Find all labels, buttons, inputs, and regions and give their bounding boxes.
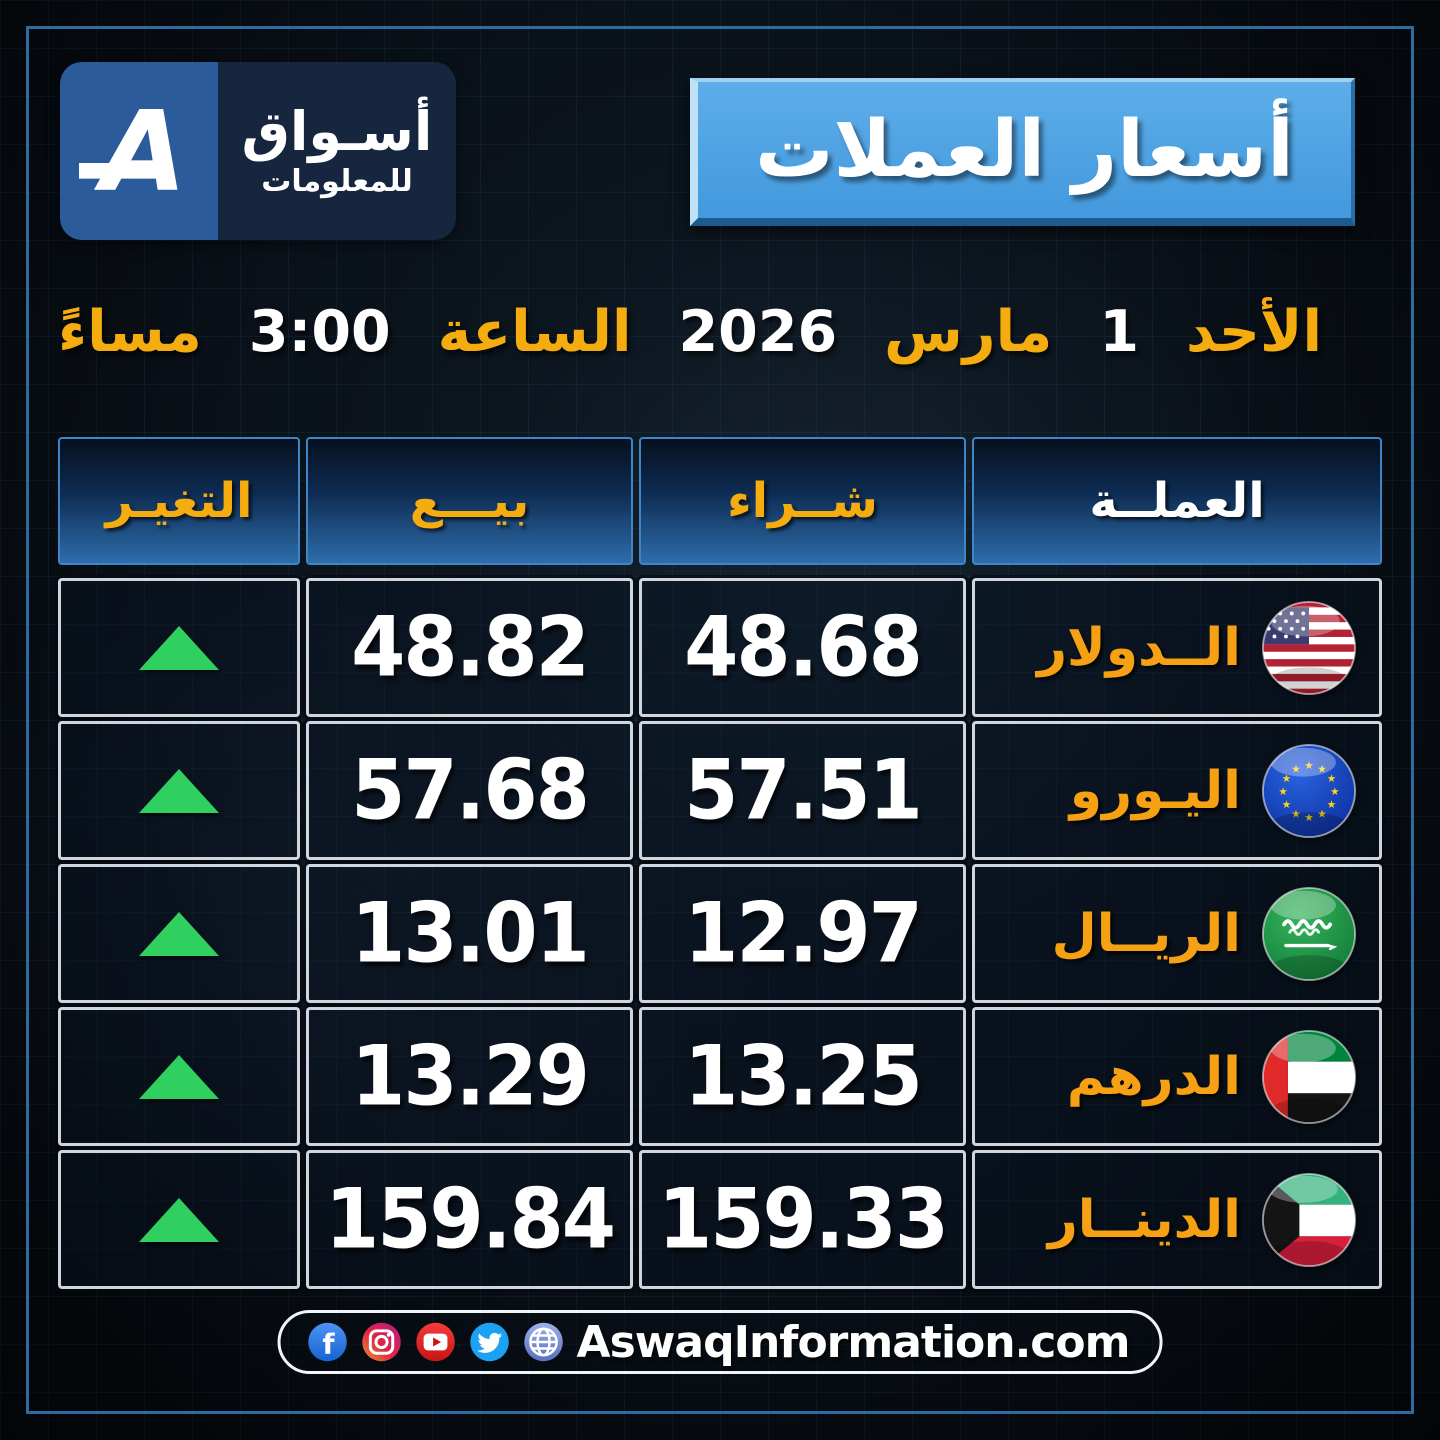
brand-title: أسـواق: [241, 100, 433, 163]
aswaq-a-icon: A: [79, 91, 187, 211]
globe-icon[interactable]: [523, 1321, 565, 1363]
table-row-change-cell: [58, 1007, 300, 1146]
svg-text:★: ★: [1282, 772, 1291, 784]
page-title: أسعار العملات: [755, 105, 1294, 195]
up-arrow-icon: [139, 768, 219, 813]
facebook-icon[interactable]: f: [307, 1321, 349, 1363]
website-link[interactable]: AswaqInformation.com: [576, 1316, 1131, 1368]
eu-flag-icon: ★ ★★ ★★★ ★★★ ★★★: [1261, 743, 1357, 838]
table-row-change-cell: [58, 864, 300, 1003]
svg-text:★: ★: [1282, 798, 1291, 810]
header-change: التغيـر: [58, 437, 300, 565]
date-line: الأحد 1 مارس 2026 الساعة 3:00 مساءً: [58, 292, 1322, 372]
table-row-change-cell: [58, 1150, 300, 1289]
up-arrow-icon: [139, 625, 219, 670]
svg-text:★: ★: [1304, 759, 1313, 771]
svg-text:f: f: [322, 1327, 335, 1360]
table-row-buy-cell: 48.68: [639, 578, 966, 717]
table-header-row: العملــة شــراء بيـــع التغيـر: [58, 437, 1382, 565]
table-row-sell-cell: 57.68: [306, 721, 633, 860]
table-row-currency-cell: الدينــار: [972, 1150, 1382, 1289]
date-day-number: 1: [1099, 299, 1139, 365]
up-arrow-icon: [139, 1197, 219, 1242]
svg-text:★: ★: [1291, 808, 1300, 820]
table-row-change-cell: [58, 721, 300, 860]
footer-bar: f AswaqInformation.com: [277, 1310, 1163, 1374]
currency-name: اليـورو: [1069, 760, 1241, 821]
table-row-buy-cell: 13.25: [639, 1007, 966, 1146]
instagram-icon[interactable]: [361, 1321, 403, 1363]
date-day: الأحد: [1186, 299, 1322, 365]
table-row-currency-cell: الــدولار: [972, 578, 1382, 717]
svg-text:★: ★: [1278, 785, 1287, 797]
header-sell: بيـــع: [306, 437, 633, 565]
svg-text:★: ★: [1327, 798, 1336, 810]
kw-flag-icon: [1261, 1172, 1357, 1267]
table-row-sell-cell: 159.84: [306, 1150, 633, 1289]
svg-text:★: ★: [1291, 763, 1300, 775]
table-row-sell-cell: 13.29: [306, 1007, 633, 1146]
us-flag-icon: [1261, 600, 1357, 695]
title-banner: أسعار العملات: [690, 78, 1355, 226]
table-row-currency-cell: ★ ★ ★ ★ ★ ★ ★ ★ ★ ★ ★ ★ اليـورو: [972, 721, 1382, 860]
twitter-icon[interactable]: [469, 1321, 511, 1363]
up-arrow-icon: [139, 1054, 219, 1099]
svg-text:★: ★: [1304, 811, 1313, 823]
table-row-buy-cell: 12.97: [639, 864, 966, 1003]
svg-text:★: ★: [1330, 785, 1339, 797]
table-row-sell-cell: 13.01: [306, 864, 633, 1003]
ae-flag-icon: [1261, 1029, 1357, 1124]
svg-text:★: ★: [1327, 772, 1336, 784]
table-row-buy-cell: 159.33: [639, 1150, 966, 1289]
currency-name: الــدولار: [1037, 617, 1241, 678]
date-month: مارس: [884, 299, 1053, 365]
date-period: مساءً: [58, 299, 202, 365]
currency-name: الدرهم: [1066, 1046, 1241, 1107]
brand-logo-icon: A: [60, 62, 218, 240]
svg-text:★: ★: [1317, 808, 1326, 820]
table-row-sell-cell: 48.82: [306, 578, 633, 717]
svg-text:A: A: [93, 91, 186, 211]
table-body: الــدولار 48.68 48.82 ★ ★ ★ ★ ★ ★ ★ ★ ★ ★ ★ ★: [58, 578, 1382, 1289]
table-row-change-cell: [58, 578, 300, 717]
table-row-currency-cell: الريــال: [972, 864, 1382, 1003]
date-year: 2026: [678, 299, 838, 365]
brand-subtitle: للمعلومات: [261, 164, 413, 199]
up-arrow-icon: [139, 911, 219, 956]
header-currency: العملــة: [972, 437, 1382, 565]
date-hour-label: الساعة: [437, 299, 632, 365]
brand-logo: A أسـواق للمعلومات: [60, 62, 456, 240]
youtube-icon[interactable]: [415, 1321, 457, 1363]
svg-text:★: ★: [1317, 763, 1326, 775]
table-row-buy-cell: 57.51: [639, 721, 966, 860]
sa-flag-icon: [1261, 886, 1357, 981]
table-row-currency-cell: الدرهم: [972, 1007, 1382, 1146]
header-buy: شــراء: [639, 437, 966, 565]
currency-name: الدينــار: [1047, 1189, 1241, 1250]
date-time: 3:00: [248, 299, 391, 365]
currency-name: الريــال: [1051, 903, 1241, 964]
